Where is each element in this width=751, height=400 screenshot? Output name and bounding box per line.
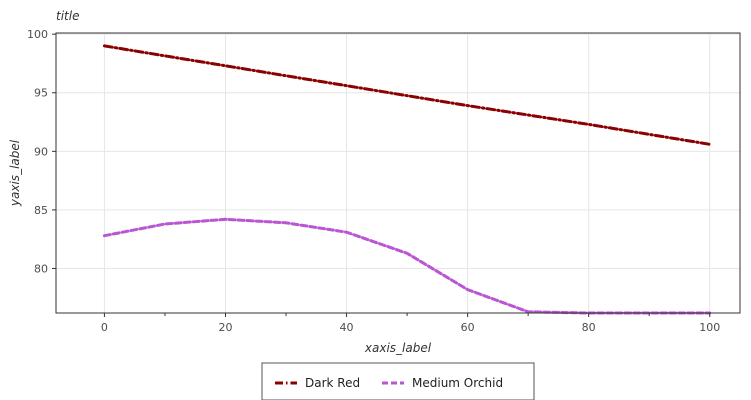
y-axis-ticks: 80 85 90 95 100 [27, 28, 56, 275]
plot-background [56, 33, 740, 313]
y-tick-label: 90 [34, 145, 48, 158]
x-axis-label: xaxis_label [364, 341, 432, 355]
x-tick-label: 60 [461, 321, 475, 334]
legend-label-dark-red: Dark Red [305, 376, 360, 390]
x-gridlines [103, 33, 711, 313]
x-tick-label: 80 [582, 321, 596, 334]
y-axis-label: yaxis_label [8, 139, 22, 207]
x-tick-label: 100 [699, 321, 720, 334]
legend: Dark Red Medium Orchid [275, 376, 503, 390]
x-axis-ticks: 0 20 40 60 80 100 [101, 313, 720, 334]
plot-frame [55, 32, 741, 314]
y-tick-label: 95 [34, 87, 48, 100]
series-line-dark-red [102, 44, 712, 146]
x-tick-label: 0 [101, 321, 108, 334]
x-tick-label: 20 [218, 321, 232, 334]
legend-label-medium-orchid: Medium Orchid [412, 376, 503, 390]
x-tick-label: 40 [340, 321, 354, 334]
legend-box [261, 362, 535, 400]
y-tick-label: 80 [34, 262, 48, 275]
chart-title: title [56, 9, 79, 23]
y-tick-label: 85 [34, 204, 48, 217]
y-tick-label: 100 [27, 28, 48, 41]
y-gridlines [56, 33, 740, 269]
